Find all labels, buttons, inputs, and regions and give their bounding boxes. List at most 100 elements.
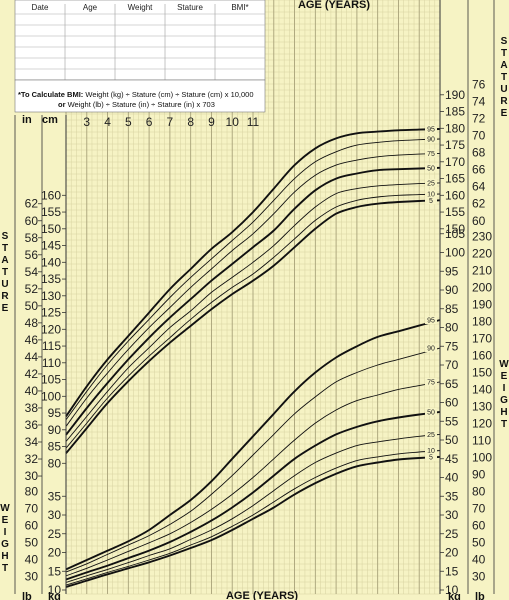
weight-lb-tick-label-right: 170 [472, 331, 492, 345]
weight-letter-left: H [1, 551, 8, 562]
stature-in-tick-label-right: 70 [472, 129, 486, 143]
percentile-label-bg [425, 135, 437, 144]
stature-cm-tick-label: 80 [48, 456, 62, 470]
table-col-weight: Weight [128, 3, 154, 12]
age-tick-label: 6 [146, 115, 153, 129]
percentile-curve-5 [65, 199, 441, 454]
weight-kg-tick-label-left: 25 [48, 527, 62, 541]
stature-letter: R [1, 291, 9, 302]
stature-cm-tick-label: 130 [41, 289, 61, 303]
age-title-top: AGE (YEARS) [298, 0, 370, 11]
stature-in-tick-label: 46 [25, 333, 39, 347]
weight-letter-right: E [501, 371, 508, 382]
stature-cm-tick-label: 90 [48, 423, 62, 437]
stature-cm-tick-label: 115 [42, 339, 61, 353]
stature-in-tick-label: 30 [25, 469, 39, 483]
stature-in-tick-label: 34 [25, 435, 39, 449]
stature-letter: T [2, 243, 8, 254]
stature-in-tick-label: 42 [25, 367, 39, 381]
stature-letter: A [1, 255, 8, 266]
percentile-label-bg [425, 149, 437, 158]
right-scale: 150 155 160 165 170 175 180 185 190 60 62 64 66 68 70 7… [439, 0, 495, 597]
stature-cm-tick-label: 100 [41, 389, 61, 403]
stature-cm-tick-label: 150 [41, 222, 61, 236]
percentile-label-bg [425, 377, 437, 386]
weight-lb-tick-label-right: 100 [472, 450, 492, 464]
age-tick-label: 9 [208, 115, 215, 129]
weight-lb-tick-label-right: 210 [472, 263, 492, 277]
weight-kg-tick-label-right: 20 [445, 546, 459, 560]
weight-kg-tick-label-left: 15 [48, 564, 62, 578]
stature-letter: S [2, 231, 9, 242]
bmi-formula-imperial: Weight (lb) ÷ Stature (in) ÷ Stature (in… [66, 100, 215, 109]
percentile-label-bg [425, 430, 437, 439]
weight-kg-tick-label-right: 50 [445, 433, 459, 447]
weight-lb-tick-label-right: 40 [472, 552, 486, 566]
percentile-curve-95 [65, 319, 441, 571]
unit-lb-left: lb [22, 591, 32, 600]
percentile-curve-25 [65, 433, 441, 583]
percentile-label-bg [425, 196, 437, 205]
stature-in-tick-label-right: 72 [472, 112, 486, 126]
age-tick-label: 4 [104, 115, 111, 129]
percentile-label-5: 5 [429, 454, 433, 461]
stature-in-tick-label: 60 [25, 214, 39, 228]
weight-lb-tick-label-left: 30 [25, 569, 39, 583]
weight-kg-tick-label-right: 65 [445, 377, 459, 391]
stature-cm-tick-label: 145 [41, 239, 61, 253]
weight-kg-tick-label-right: 55 [445, 414, 459, 428]
percentile-label-bg [425, 344, 437, 353]
percentile-curve-10 [65, 450, 441, 586]
stature-in-tick-label-right: 68 [472, 146, 486, 160]
stature-cm-tick-label-right: 150 [445, 222, 465, 236]
age-tick-label: 8 [187, 115, 194, 129]
percentile-label-bg [425, 446, 437, 455]
measurement-table: Date Age Weight Stature BMI* *To Calcula… [14, 0, 266, 113]
stature-letter: U [1, 279, 8, 290]
weight-letter-right: T [501, 419, 507, 430]
weight-lb-tick-label-left: 70 [25, 501, 39, 515]
weight-kg-tick-label-right: 100 [445, 246, 465, 260]
percentile-label-50: 50 [427, 165, 435, 172]
weight-kg-tick-label-right: 40 [445, 471, 459, 485]
percentile-label-95: 95 [427, 318, 435, 325]
weight-letter-left: E [2, 515, 9, 526]
percentile-curve-90 [65, 347, 441, 573]
stature-cm-tick-label-right: 155 [445, 205, 465, 219]
age-tick-labels: 3 4 5 6 7 8 9 10 11 [83, 115, 259, 129]
weight-lb-tick-label-right: 70 [472, 501, 486, 515]
weight-lb-tick-label-right: 230 [472, 229, 492, 243]
percentile-curve-95 [65, 128, 441, 417]
weight-kg-tick-label-right: 85 [445, 302, 459, 316]
weight-kg-tick-label-right: 95 [445, 264, 459, 278]
percentile-label-10: 10 [427, 191, 435, 198]
weight-kg-tick-label-right: 35 [445, 489, 459, 503]
age-title-bottom: AGE (YEARS) [226, 590, 298, 600]
weight-lb-tick-label-right: 120 [472, 416, 492, 430]
weight-lb-tick-label-right: 60 [472, 518, 486, 532]
weight-kg-tick-label-left: 30 [48, 508, 62, 522]
weight-kg-tick-label-right: 10 [445, 583, 459, 597]
stature-cm-tick-label: 85 [48, 440, 62, 454]
percentile-curve-5 [65, 455, 441, 588]
weight-letter-left: I [4, 527, 7, 538]
percentile-label-50: 50 [427, 409, 435, 416]
bmi-formula-or: or [58, 100, 66, 109]
stature-cm-tick-label: 105 [41, 373, 61, 387]
stature-in-tick-label: 56 [25, 248, 39, 262]
percentile-label-bg [425, 163, 437, 172]
age-tick-label: 10 [226, 115, 240, 129]
stature-cm-tick-label-right: 175 [445, 138, 465, 152]
stature-cm-tick-label: 95 [48, 406, 62, 420]
weight-kg-tick-label-right: 30 [445, 508, 459, 522]
stature-in-tick-label: 44 [25, 350, 39, 364]
stature-cm-tick-label-right: 185 [445, 105, 465, 119]
weight-lb-tick-label-left: 50 [25, 535, 39, 549]
weight-kg-tick-label-left: 20 [48, 546, 62, 560]
unit-cm-left: cm [42, 114, 58, 126]
stature-in-tick-label: 52 [25, 282, 39, 296]
weight-lb-tick-label-right: 150 [472, 365, 492, 379]
table-col-date: Date [32, 3, 49, 12]
